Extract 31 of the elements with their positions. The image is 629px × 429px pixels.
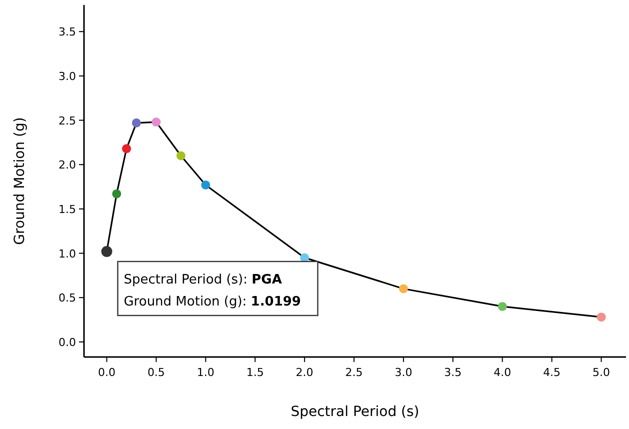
- y-tick-label: 0.0: [58, 336, 76, 349]
- x-tick-label: 2.0: [296, 366, 314, 379]
- x-tick-label: 3.0: [394, 366, 412, 379]
- y-axis-title: Ground Motion (g): [12, 117, 28, 245]
- x-tick-label: 0.5: [147, 366, 165, 379]
- point: [498, 302, 507, 311]
- point: [152, 118, 161, 127]
- point: [201, 180, 210, 190]
- x-tick-label: 4.5: [543, 366, 561, 379]
- y-tick-label: 3.5: [58, 26, 76, 39]
- x-axis-title: Spectral Period (s): [290, 404, 420, 420]
- x-tick-label: 5.0: [592, 366, 610, 379]
- y-tick-label: 1.0: [58, 247, 76, 260]
- x-tick-label: 3.5: [444, 366, 462, 379]
- point: [112, 189, 122, 198]
- x-tick-label: 0.0: [98, 366, 116, 379]
- annotation: Spectral Period (s): PGA Ground Motion (g): 1.0199: [124, 272, 301, 310]
- y-tick-label: 0.5: [58, 292, 76, 305]
- x-tick-label: 2.5: [345, 366, 363, 379]
- y-tick-label: 3.0: [58, 70, 76, 83]
- point: [398, 284, 408, 294]
- x-tick-label: 1.5: [246, 366, 264, 379]
- y-tick-label: 2.0: [58, 158, 76, 172]
- x-tick-label: 4.0: [494, 366, 512, 379]
- point: [132, 118, 141, 128]
- point: [596, 312, 606, 322]
- point: [122, 144, 132, 154]
- y-tick-label: 1.5: [58, 202, 76, 216]
- x-tick-label: 1.0: [196, 366, 214, 379]
- y-tick-label: 2.5: [58, 114, 76, 128]
- point: [176, 151, 186, 160]
